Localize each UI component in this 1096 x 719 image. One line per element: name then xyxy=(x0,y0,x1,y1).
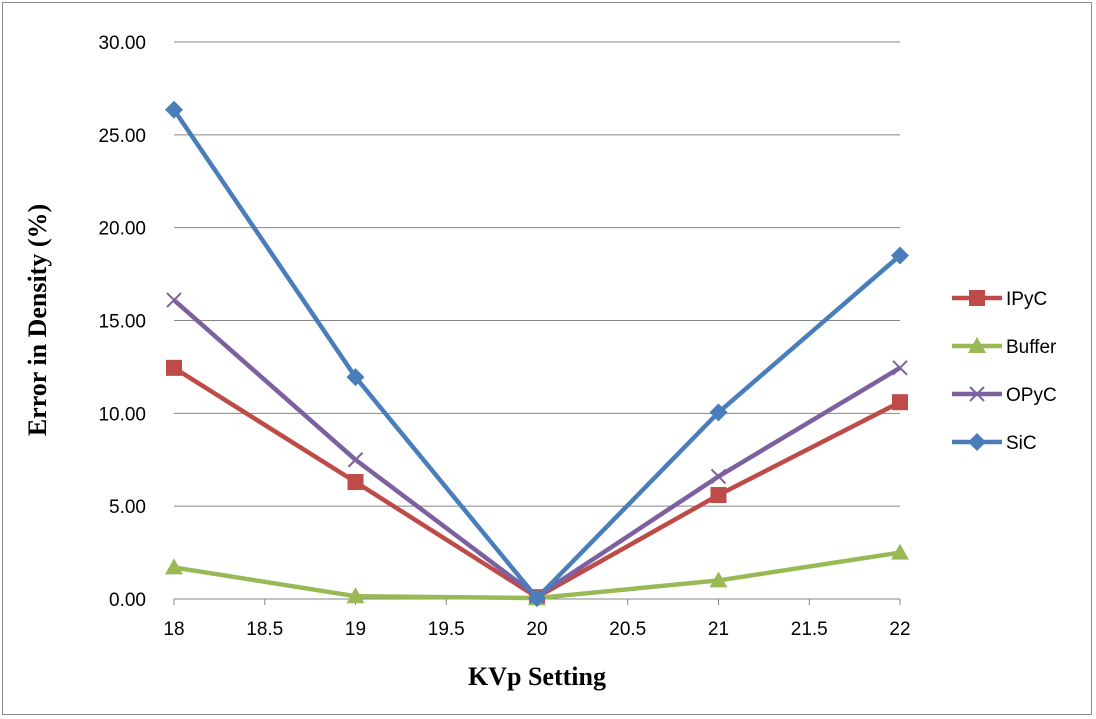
legend-label: Buffer xyxy=(1006,337,1057,358)
data-point-buffer xyxy=(709,571,728,588)
x-tick-label: 19.5 xyxy=(428,619,465,640)
x-tick-label: 22 xyxy=(889,619,910,640)
x-tick-label: 18 xyxy=(163,619,184,640)
x-tick-label: 20 xyxy=(526,619,547,640)
y-axis-title: Error in Density (%) xyxy=(23,204,52,436)
series-line-opyc xyxy=(172,298,902,599)
data-point-sic xyxy=(891,246,909,265)
x-tick-label: 18.5 xyxy=(246,619,283,640)
series-group xyxy=(165,100,909,608)
legend-label: SiC xyxy=(1006,433,1037,454)
legend-marker xyxy=(968,337,986,353)
legend-item-buffer: Buffer xyxy=(952,337,1057,358)
data-point-sic xyxy=(346,368,365,387)
data-point-ipyc xyxy=(892,394,908,411)
y-tick-label: 0.00 xyxy=(109,590,146,611)
legend-marker xyxy=(969,386,985,402)
data-point-ipyc xyxy=(166,359,182,376)
data-point-buffer xyxy=(346,587,365,604)
data-point-sic xyxy=(165,100,183,119)
legend-marker xyxy=(969,290,985,306)
y-tick-label: 15.00 xyxy=(98,312,146,333)
x-tick-label: 19 xyxy=(345,619,366,640)
data-point-ipyc xyxy=(710,487,727,504)
legend-item-opyc: OPyC xyxy=(952,385,1057,406)
series-line-ipyc xyxy=(172,365,902,600)
y-tick-label: 20.00 xyxy=(98,219,146,240)
data-point-opyc xyxy=(166,292,182,308)
y-tick-label: 25.00 xyxy=(98,126,146,147)
legend-marker xyxy=(968,433,986,451)
legend-item-sic: SiC xyxy=(952,433,1037,454)
gridlines xyxy=(174,41,900,507)
data-point-opyc xyxy=(710,468,727,485)
x-axis-title: KVp Setting xyxy=(468,662,606,691)
series-sic xyxy=(165,100,909,608)
series-line-sic xyxy=(172,108,902,601)
y-tick-label: 10.00 xyxy=(98,404,146,425)
data-point-buffer xyxy=(891,543,909,560)
y-tick-label: 30.00 xyxy=(98,33,146,54)
legend: IPyC Buffer OPyC SiC xyxy=(952,289,1057,454)
series-opyc xyxy=(166,292,908,604)
x-tick-labels: 18 18.5 19 19.5 20 20.5 21 21.5 22 xyxy=(163,619,910,640)
legend-label: OPyC xyxy=(1006,385,1057,406)
data-point-opyc xyxy=(892,360,908,376)
data-point-sic xyxy=(709,403,728,422)
x-tick-label: 21.5 xyxy=(791,619,828,640)
data-point-ipyc xyxy=(347,474,364,491)
legend-item-ipyc: IPyC xyxy=(952,289,1047,310)
y-tick-label: 5.00 xyxy=(109,497,146,518)
legend-label: IPyC xyxy=(1006,289,1047,310)
y-tick-labels: 0.00 5.00 10.00 15.00 20.00 25.00 30.00 xyxy=(98,33,146,611)
x-tick-label: 21 xyxy=(708,619,729,640)
data-point-sic xyxy=(528,589,546,608)
data-point-opyc xyxy=(347,452,364,468)
data-point-buffer xyxy=(165,558,183,575)
x-tick-label: 20.5 xyxy=(609,619,646,640)
